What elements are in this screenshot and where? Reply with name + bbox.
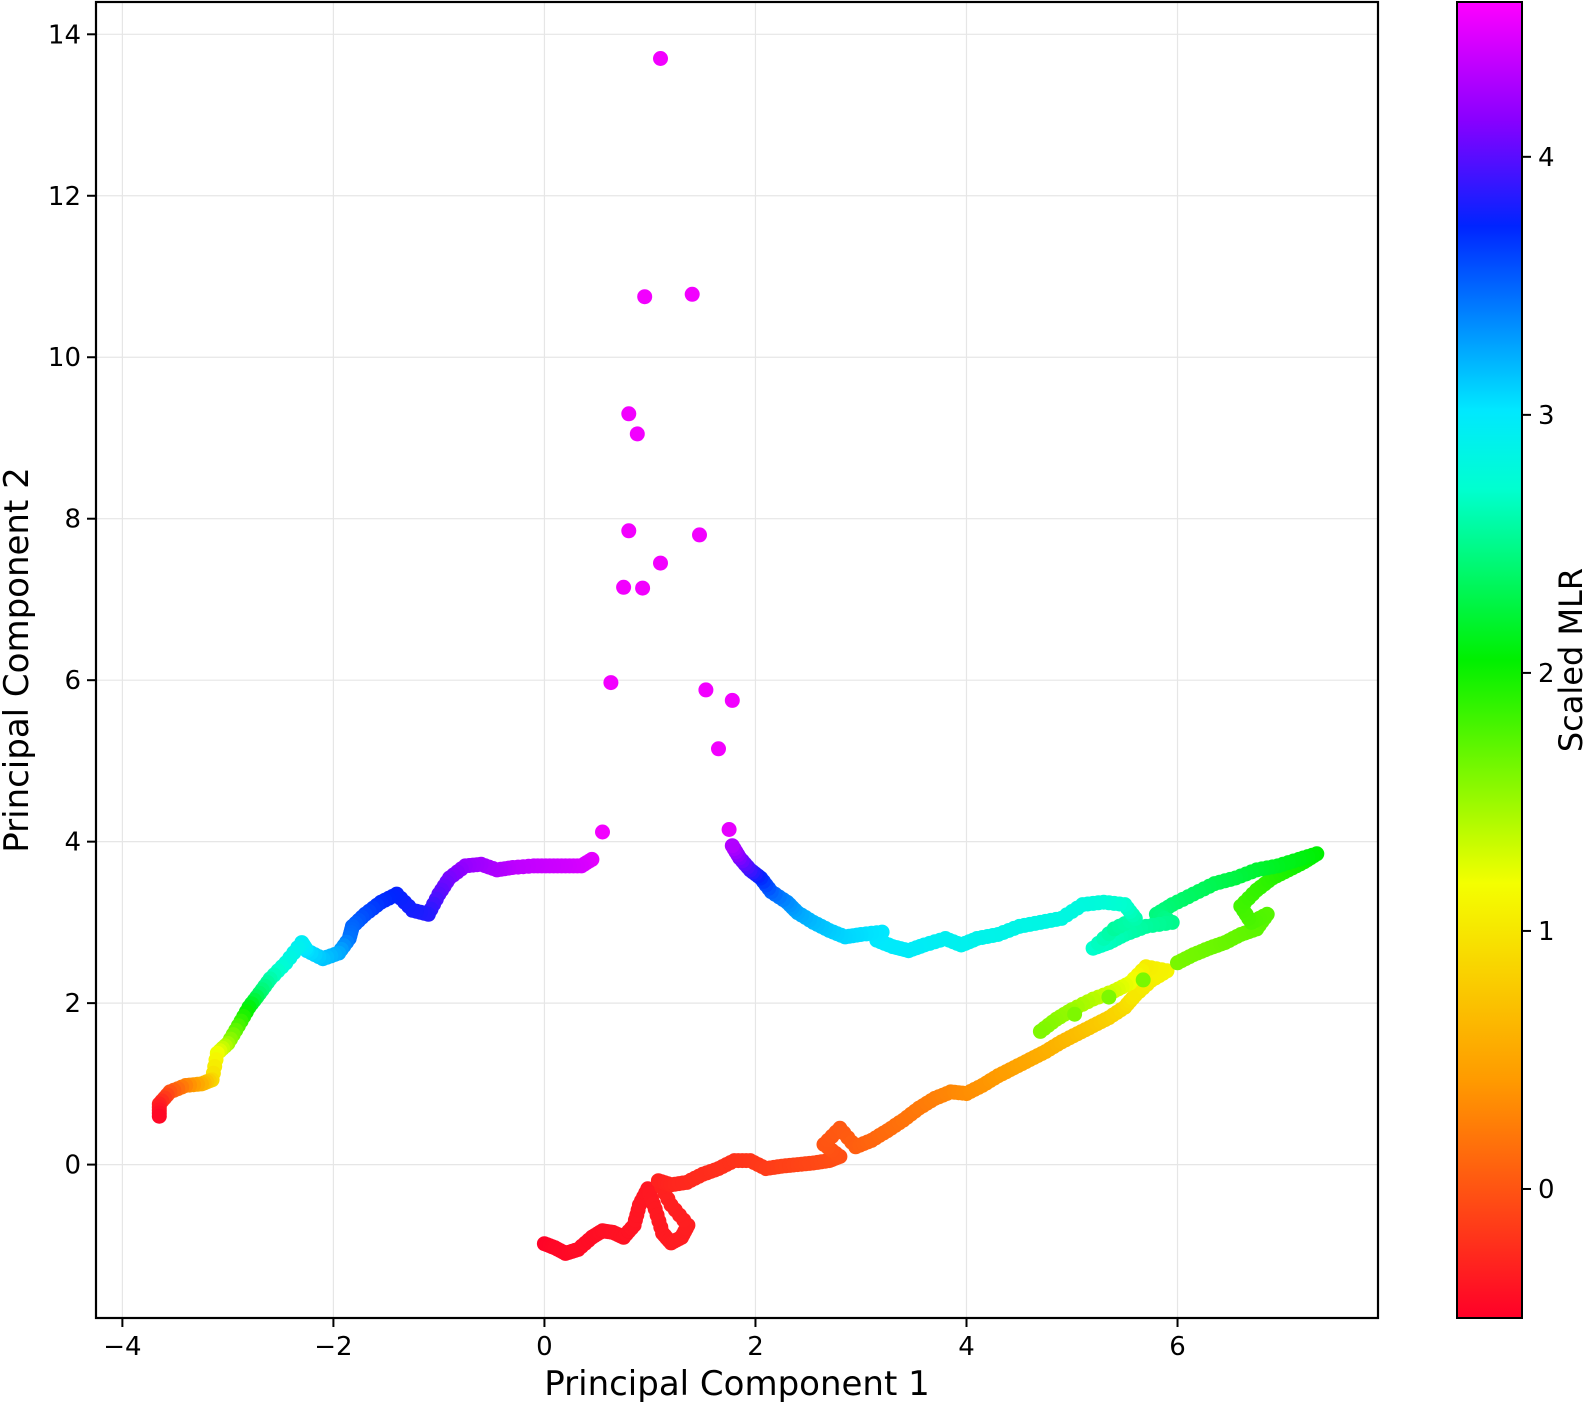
y-axis-title: Principal Component 2 xyxy=(0,467,37,853)
y-tick-label: 4 xyxy=(64,828,81,858)
data-points xyxy=(151,51,1325,1261)
data-point xyxy=(692,527,707,543)
data-point xyxy=(616,579,632,595)
x-tick-label: −2 xyxy=(314,1332,352,1362)
colorbar-axis: 0 1 2 3 4 xyxy=(1522,143,1555,1205)
data-point xyxy=(603,675,619,691)
colorbar xyxy=(1456,1,1523,1319)
x-tick-label: 6 xyxy=(1169,1332,1186,1362)
colorbar-tick-label: 3 xyxy=(1538,401,1555,431)
data-point xyxy=(653,51,668,66)
x-tick-label: −4 xyxy=(103,1332,141,1362)
x-axis-title: Principal Component 1 xyxy=(544,1364,930,1404)
colorbar-title: Scaled MLR xyxy=(1552,568,1590,752)
data-point xyxy=(1135,972,1151,988)
x-tick-label: 2 xyxy=(747,1332,764,1362)
y-tick-label: 10 xyxy=(48,343,81,373)
y-tick-label: 8 xyxy=(64,505,81,535)
y-axis: 0 2 4 6 8 10 12 14 xyxy=(48,20,96,1181)
data-point xyxy=(637,289,653,305)
data-point xyxy=(1032,1023,1048,1039)
data-point xyxy=(711,741,726,757)
y-tick-label: 12 xyxy=(48,182,81,212)
plot-frame xyxy=(94,0,1380,1320)
data-point xyxy=(621,523,637,539)
colorbar-tick-label: 0 xyxy=(1538,1175,1555,1205)
data-point xyxy=(1101,989,1117,1005)
y-tick-label: 14 xyxy=(48,20,81,50)
data-point xyxy=(151,1108,167,1124)
plot-background xyxy=(96,2,1378,1318)
data-point xyxy=(698,682,714,698)
x-axis: −4 −2 0 2 4 6 xyxy=(103,1318,1186,1362)
data-point xyxy=(653,555,668,571)
x-tick-label: 0 xyxy=(536,1332,553,1362)
colorbar-tick-label: 1 xyxy=(1538,917,1555,947)
data-point xyxy=(1067,1006,1083,1022)
x-tick-label: 4 xyxy=(958,1332,975,1362)
data-point xyxy=(724,838,740,854)
data-point xyxy=(721,822,737,837)
grid-lines xyxy=(96,2,1378,1318)
data-point xyxy=(621,406,637,422)
data-point xyxy=(724,692,740,708)
y-tick-label: 6 xyxy=(64,666,81,696)
data-point xyxy=(595,824,610,840)
y-tick-label: 0 xyxy=(64,1151,81,1181)
y-tick-label: 2 xyxy=(64,989,81,1019)
colorbar-tick-label: 2 xyxy=(1538,659,1555,689)
data-point xyxy=(684,286,700,302)
data-point xyxy=(635,580,651,596)
colorbar-tick-label: 4 xyxy=(1538,143,1555,173)
data-point xyxy=(629,426,645,442)
